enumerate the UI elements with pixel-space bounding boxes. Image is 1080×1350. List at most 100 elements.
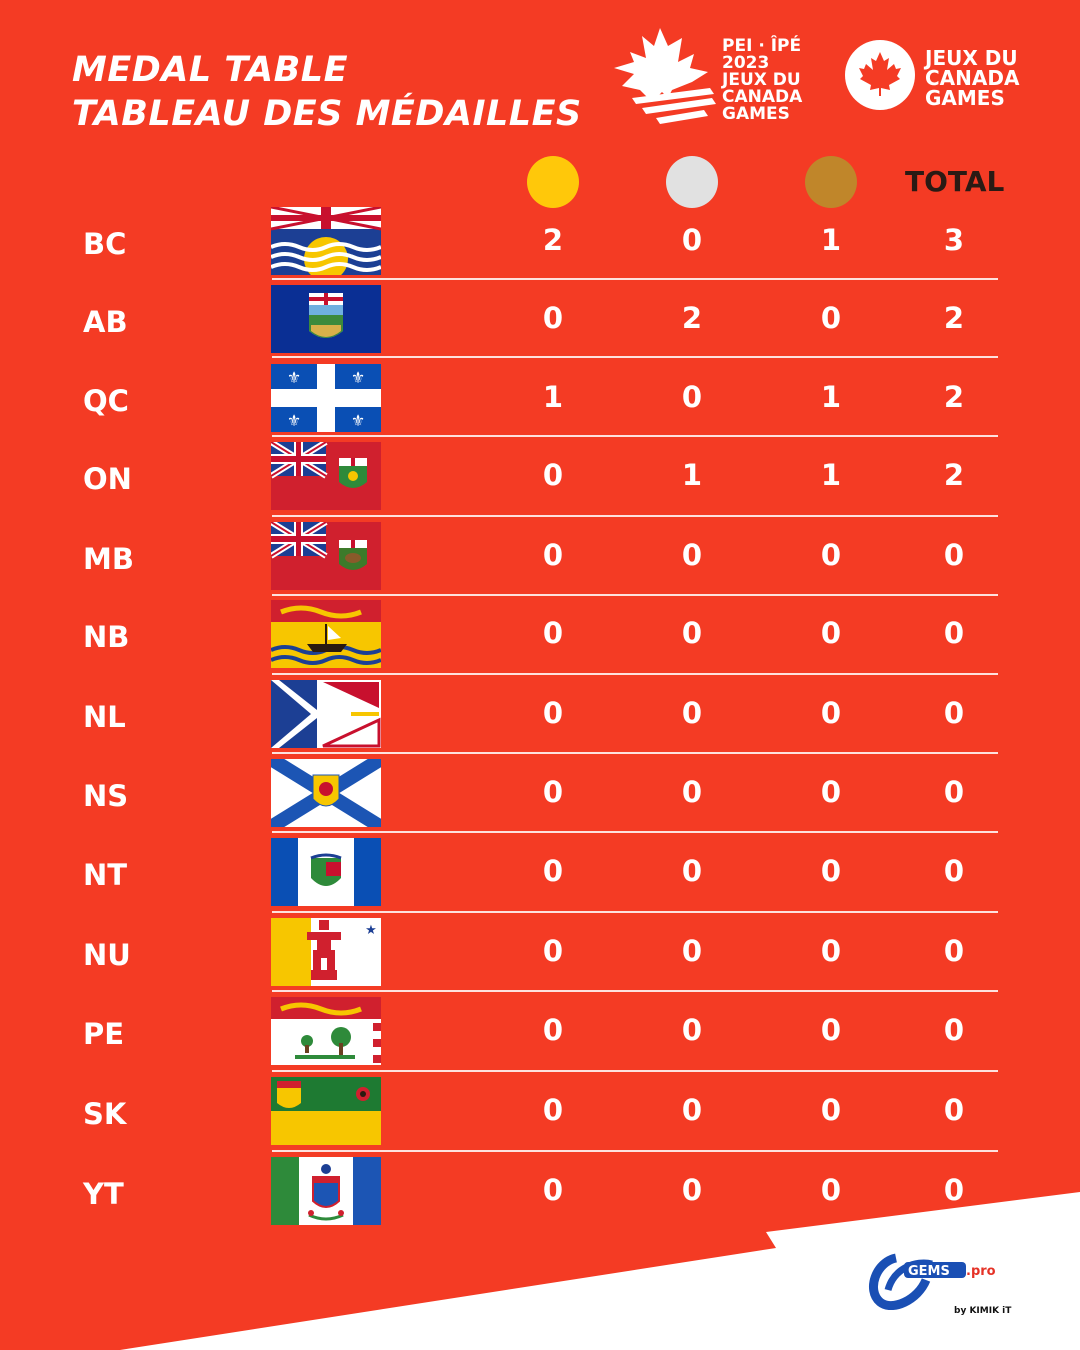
province-code: QC — [83, 384, 129, 418]
bronze-count: 0 — [820, 1173, 842, 1207]
svg-text:★: ★ — [365, 923, 377, 938]
province-code: BC — [83, 227, 127, 261]
province-code: PE — [83, 1017, 125, 1051]
row-divider — [272, 515, 998, 517]
silver-count: 0 — [681, 854, 703, 888]
gold-count: 0 — [542, 538, 564, 572]
total-count: 0 — [943, 1013, 965, 1047]
total-count: 0 — [943, 854, 965, 888]
gold-count: 0 — [542, 458, 564, 492]
gold-count: 0 — [542, 934, 564, 968]
svg-text:⚜: ⚜ — [351, 411, 365, 430]
sk-flag-icon — [271, 1077, 381, 1145]
bronze-count: 1 — [820, 223, 842, 257]
svg-text:GEMS: GEMS — [908, 1264, 950, 1279]
bronze-count: 0 — [820, 1013, 842, 1047]
silver-count: 0 — [681, 775, 703, 809]
silver-count: 0 — [681, 1173, 703, 1207]
silver-count: 0 — [681, 1093, 703, 1127]
gold-medal-icon — [527, 156, 579, 208]
title-french: TABLEAU DES MÉDAILLES — [72, 94, 582, 134]
gems-pro-logo: GEMS .pro by KIMIK iT — [866, 1250, 1016, 1320]
bronze-count: 1 — [820, 458, 842, 492]
province-code: AB — [83, 305, 128, 339]
gold-count: 0 — [542, 1173, 564, 1207]
total-count: 2 — [943, 458, 965, 492]
maple-leaf-stripes-icon — [614, 28, 716, 124]
row-divider — [272, 356, 998, 358]
nb-flag-icon — [271, 600, 381, 668]
ab-flag-icon — [271, 285, 381, 353]
bronze-count: 0 — [820, 854, 842, 888]
svg-text:.pro: .pro — [966, 1264, 996, 1279]
page-title: MEDAL TABLE TABLEAU DES MÉDAILLES — [72, 48, 582, 136]
gold-count: 0 — [542, 616, 564, 650]
row-divider — [272, 435, 998, 437]
total-count: 0 — [943, 1173, 965, 1207]
province-code: SK — [83, 1097, 127, 1131]
bronze-count: 0 — [820, 301, 842, 335]
svg-text:⚜: ⚜ — [351, 368, 365, 387]
row-divider — [272, 1150, 998, 1152]
qc-flag-icon: ⚜ ⚜ ⚜ ⚜ — [271, 364, 381, 432]
total-count: 0 — [943, 1093, 965, 1127]
on-flag-icon — [271, 442, 381, 510]
gold-count: 0 — [542, 301, 564, 335]
row-divider — [272, 673, 998, 675]
silver-count: 0 — [681, 223, 703, 257]
row-divider — [272, 278, 998, 280]
silver-count: 1 — [681, 458, 703, 492]
total-count: 0 — [943, 696, 965, 730]
gold-count: 0 — [542, 775, 564, 809]
row-divider — [272, 831, 998, 833]
bronze-count: 0 — [820, 775, 842, 809]
nt-flag-icon — [271, 838, 381, 906]
total-count: 2 — [943, 301, 965, 335]
silver-medal-icon — [666, 156, 718, 208]
pe-flag-icon — [271, 997, 381, 1065]
nl-flag-icon — [271, 680, 381, 748]
svg-text:⚜: ⚜ — [287, 368, 301, 387]
silver-count: 0 — [681, 538, 703, 572]
pei-2023-logo: PEI · ÎPÉ 2023 JEUX DU CANADA GAMES — [612, 28, 812, 128]
ns-flag-icon — [271, 759, 381, 827]
province-code: NU — [83, 938, 131, 972]
total-header: TOTAL — [905, 165, 1005, 198]
gold-count: 0 — [542, 1093, 564, 1127]
bronze-count: 0 — [820, 1093, 842, 1127]
nu-flag-icon: ★ — [271, 918, 381, 986]
silver-count: 0 — [681, 616, 703, 650]
row-divider — [272, 990, 998, 992]
gold-count: 0 — [542, 696, 564, 730]
province-code: NB — [83, 620, 130, 654]
row-divider — [272, 594, 998, 596]
province-code: NT — [83, 858, 128, 892]
bronze-count: 0 — [820, 616, 842, 650]
province-code: MB — [83, 542, 134, 576]
row-divider — [272, 752, 998, 754]
row-divider — [272, 1070, 998, 1072]
total-count: 0 — [943, 616, 965, 650]
canada-games-logo: JEUX DU CANADA GAMES — [845, 40, 1035, 112]
total-count: 3 — [943, 223, 965, 257]
bc-flag-icon — [271, 207, 381, 275]
province-code: NS — [83, 779, 129, 813]
yt-flag-icon — [271, 1157, 381, 1225]
bronze-count: 0 — [820, 934, 842, 968]
bronze-medal-icon — [805, 156, 857, 208]
province-code: YT — [83, 1177, 124, 1211]
province-code: NL — [83, 700, 126, 734]
silver-count: 2 — [681, 301, 703, 335]
bronze-count: 0 — [820, 538, 842, 572]
silver-count: 0 — [681, 380, 703, 414]
title-english: MEDAL TABLE — [72, 50, 348, 90]
gold-count: 0 — [542, 1013, 564, 1047]
total-count: 2 — [943, 380, 965, 414]
total-count: 0 — [943, 775, 965, 809]
bronze-count: 1 — [820, 380, 842, 414]
gold-count: 1 — [542, 380, 564, 414]
svg-text:⚜: ⚜ — [287, 411, 301, 430]
silver-count: 0 — [681, 934, 703, 968]
total-count: 0 — [943, 934, 965, 968]
gold-count: 0 — [542, 854, 564, 888]
